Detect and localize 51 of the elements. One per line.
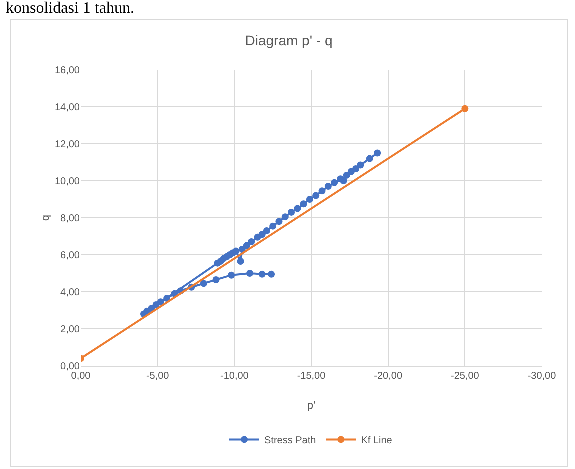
- point: [306, 196, 314, 203]
- text: konsolidasi 1 tahun.: [6, 0, 134, 18]
- y-tick-label: 2,00: [60, 324, 80, 336]
- point: [248, 238, 256, 246]
- point: [300, 200, 308, 208]
- point: [164, 294, 171, 302]
- y-tick-label: 4,00: [60, 288, 80, 298]
- point: [268, 270, 276, 278]
- point: [312, 192, 320, 200]
- point: [258, 231, 266, 238]
- point: [331, 179, 338, 186]
- x-tick-label: -15,00: [297, 371, 326, 382]
- legend-label: Stress Path: [264, 436, 316, 447]
- y-tick-label: 14,00: [54, 102, 80, 114]
- y-tick-label: 6,00: [60, 250, 80, 262]
- point: [318, 188, 326, 195]
- point: [232, 248, 240, 255]
- point: [237, 258, 244, 265]
- x-axis-title: p': [307, 400, 316, 412]
- chart-title: Diagram p' - q: [245, 32, 333, 48]
- point: [294, 205, 302, 212]
- point: [246, 270, 254, 277]
- point: [228, 272, 236, 279]
- point: [374, 150, 382, 157]
- legend-label: Kf Line: [361, 436, 393, 447]
- point: [352, 165, 360, 172]
- x-tick-label: -25,00: [450, 371, 480, 382]
- point: [343, 172, 350, 179]
- point: [340, 178, 348, 184]
- point: [276, 218, 283, 226]
- point: [270, 222, 277, 230]
- point: [200, 280, 208, 288]
- point: [258, 270, 266, 278]
- x-tick-label: -10,00: [220, 371, 250, 382]
- y-tick-label: 0,00: [60, 362, 80, 372]
- y-tick-label: 12,00: [54, 140, 80, 150]
- point: [288, 208, 296, 216]
- point: [357, 162, 364, 169]
- y-axis-title: q: [40, 214, 52, 222]
- point: [212, 276, 220, 284]
- point: [366, 155, 374, 162]
- x-tick-label: 0,00: [71, 371, 92, 382]
- y-tick-label: 10,00: [54, 176, 80, 188]
- x-tick-label: -5,00: [146, 371, 170, 382]
- point: [282, 214, 289, 221]
- point: [263, 227, 270, 234]
- y-tick-label: 16,00: [54, 66, 80, 76]
- y-tick-label: 8,00: [60, 214, 80, 224]
- x-tick-label: -20,00: [374, 371, 403, 382]
- point: [324, 183, 332, 190]
- x-tick-label: -30,00: [528, 371, 557, 382]
